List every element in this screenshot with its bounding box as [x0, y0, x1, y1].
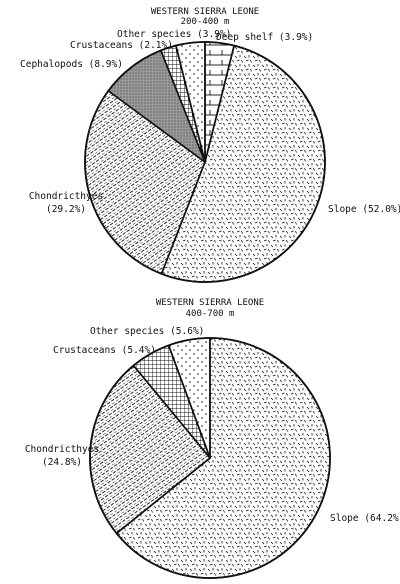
chart-1-label-deep-shelf: Deep shelf (3.9%)	[216, 32, 313, 43]
chart-2-title: WESTERN SIERRA LEONE	[156, 298, 264, 308]
chart-2-outline	[89, 337, 331, 579]
pie-chart-2: WESTERN SIERRA LEONE 400-700 m Slope (64…	[25, 298, 400, 579]
chart-1-subtitle: 200-400 m	[181, 17, 230, 27]
chart-2-slices	[89, 337, 331, 579]
chart-2-label-crustaceans: Crustaceans (5.4%)	[53, 345, 156, 356]
chart-1-slices	[84, 41, 326, 283]
chart-1-label-other-species: Other species (3.9%)	[117, 29, 231, 40]
chart-1-label-crustaceans: Crustaceans (2.1%)	[70, 40, 173, 51]
chart-1-outline	[84, 41, 326, 283]
chart-2-subtitle: 400-700 m	[186, 309, 235, 319]
chart-2-label-other-species: Other species (5.6%)	[90, 326, 204, 337]
chart-1-label-chondricthyes-name: Chondricthyes	[29, 191, 103, 202]
chart-1-title: WESTERN SIERRA LEONE	[151, 7, 259, 17]
chart-1-label-slope: Slope (52.0%)	[328, 204, 400, 215]
pie-chart-1: WESTERN SIERRA LEONE 200-400 m Deep shel…	[20, 7, 400, 283]
chart-1-label-chondricthyes-pct: (29.2%)	[46, 204, 86, 215]
chart-2-label-chondricthyes-name: Chondricthyes	[25, 444, 99, 455]
chart-1-label-cephalopods: Cephalopods (8.9%)	[20, 59, 123, 70]
chart-2-label-chondricthyes-pct: (24.8%)	[42, 457, 82, 468]
chart-2-label-slope: Slope (64.2%)	[330, 513, 400, 524]
